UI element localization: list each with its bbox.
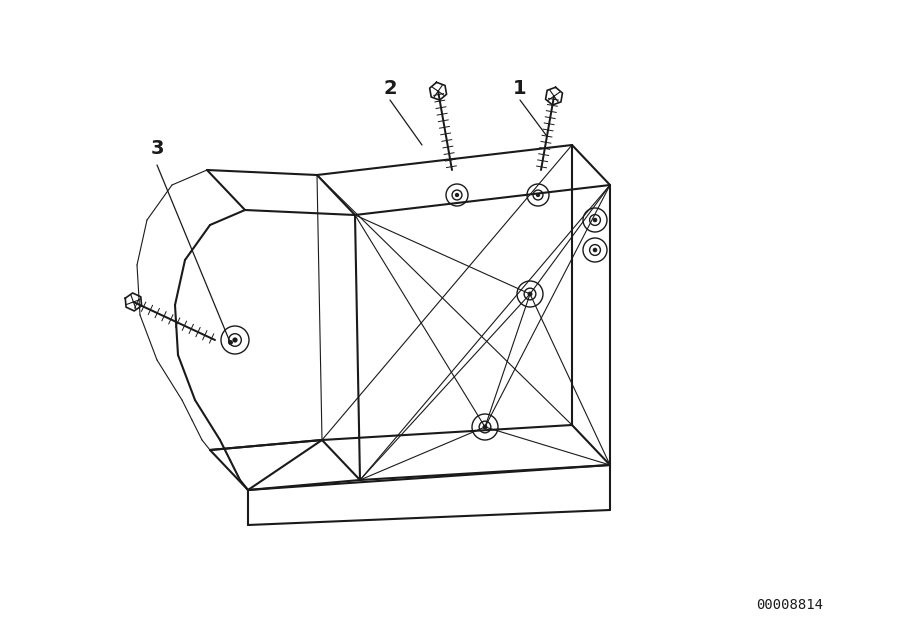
Circle shape	[536, 193, 540, 197]
Circle shape	[233, 338, 237, 342]
Circle shape	[593, 218, 597, 222]
Text: 1: 1	[513, 79, 526, 98]
Text: 2: 2	[383, 79, 397, 98]
Circle shape	[528, 292, 532, 296]
Circle shape	[455, 193, 459, 197]
Circle shape	[593, 248, 597, 252]
Text: 00008814: 00008814	[757, 598, 824, 612]
Circle shape	[483, 425, 487, 429]
Text: 3: 3	[150, 138, 164, 157]
